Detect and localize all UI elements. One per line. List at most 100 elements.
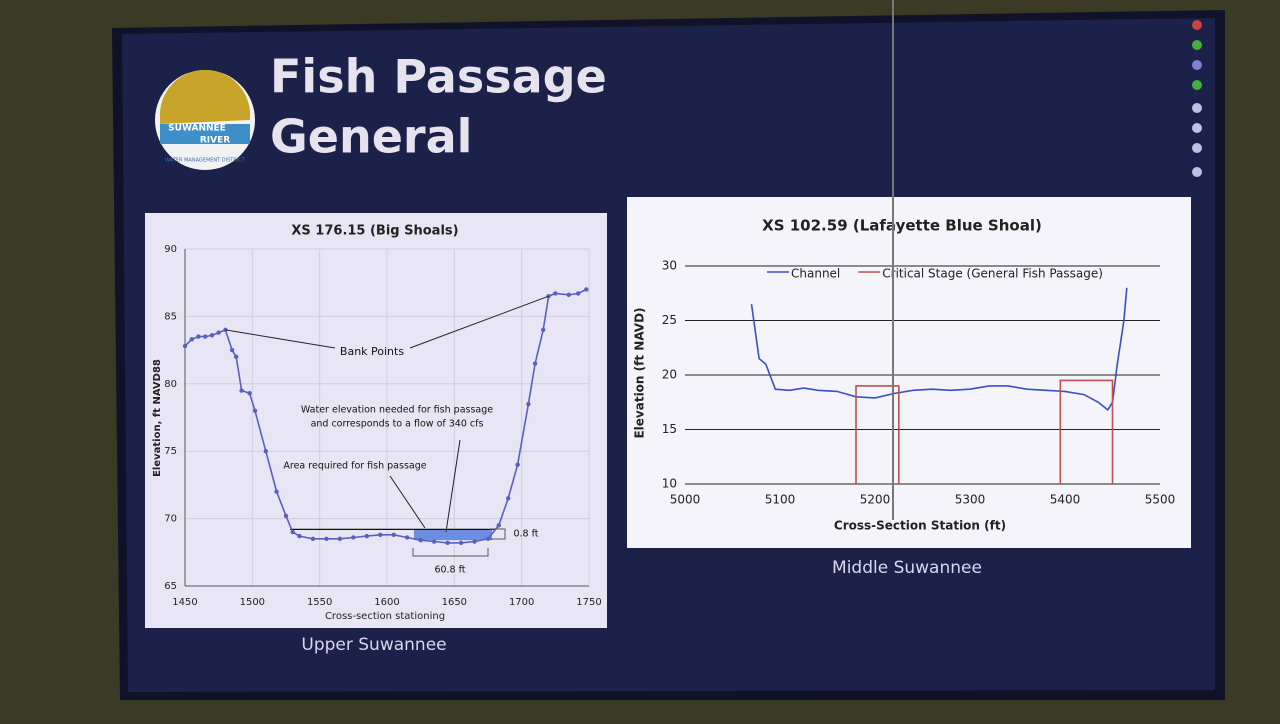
series-line [750,287,1128,412]
data-point [310,536,316,542]
slide-title: Fish Passage [270,50,607,104]
y-tick-label: 30 [662,259,677,273]
data-point [229,347,235,353]
data-point [239,388,244,393]
toolbar-icon[interactable] [1192,40,1202,50]
data-point [252,408,258,413]
data-point [526,401,531,407]
data-point [247,391,252,396]
toolbar-icon[interactable] [1192,60,1202,70]
annotation: Bank Points [340,345,404,358]
x-tick-label: 1650 [442,597,467,608]
dimension [490,528,506,540]
logo-text: RIVER [200,136,230,146]
pointer [409,295,549,349]
data-point [445,540,450,546]
y-tick-label: 15 [662,422,677,436]
data-point [196,334,201,339]
data-point [182,343,188,349]
logo-subtext: WATER MANAGEMENT DISTRICT [165,158,246,164]
data-point [189,337,194,342]
annotation: Water elevation needed for fish passage [301,405,493,416]
data-point [216,330,221,335]
data-point [378,532,383,537]
toolbar-icon[interactable] [1192,143,1202,153]
data-point [364,533,369,539]
series-line [855,379,1114,484]
toolbar-icon[interactable] [1192,167,1202,177]
annotation: 60.8 ft [434,565,465,576]
data-point [203,334,208,339]
x-tick-label: 5100 [765,493,796,507]
x-tick-label: 1450 [172,597,197,608]
toolbar-icon[interactable] [1192,80,1202,90]
data-point [553,291,558,296]
data-point [541,327,546,333]
chart-panel [627,197,1191,548]
y-tick-label: 85 [164,311,177,322]
y-axis-label: Elevation (ft NAVD) [633,307,647,438]
data-point [290,529,295,535]
toolbar-icon[interactable] [1192,123,1202,133]
x-tick-label: 5400 [1050,493,1081,507]
chart-caption: Upper Suwannee [301,635,446,655]
chart-panel [145,213,607,628]
data-point [584,287,589,292]
data-point [297,533,302,539]
data-point [263,449,268,454]
annotation: 0.8 ft [513,529,538,540]
data-point [283,513,289,519]
annotation: and corresponds to a flow of 340 cfs [311,419,484,430]
y-tick-label: 10 [662,477,677,491]
data-point [485,536,491,542]
x-axis-label: Cross-Section Station (ft) [834,519,1006,533]
data-point [515,462,520,467]
data-point [532,361,538,366]
legend-label: Channel [791,267,840,281]
y-tick-label: 25 [662,313,677,327]
y-tick-label: 75 [164,446,177,457]
data-point [351,535,356,540]
logo-river [160,124,250,144]
data-point [431,539,437,544]
chart-title: XS 176.15 (Big Shoals) [291,224,458,239]
legend-label: Critical Stage (General Fish Passage) [882,267,1103,281]
y-axis-label: Elevation, ft NAVD88 [152,359,163,477]
x-tick-label: 5300 [955,493,986,507]
y-tick-label: 70 [164,514,177,525]
x-tick-label: 5000 [670,493,701,507]
data-point [209,333,215,338]
data-point [472,539,477,544]
chart-caption: Middle Suwannee [832,558,982,578]
x-tick-label: 1500 [240,597,265,608]
toolbar-icon[interactable] [1192,20,1202,30]
data-point [566,292,571,298]
x-tick-label: 1600 [374,597,399,608]
x-axis-label: Cross-section stationing [325,611,445,622]
y-tick-label: 80 [164,379,177,390]
slide-title: General [270,110,472,164]
data-point [418,537,423,543]
data-point [576,291,581,296]
x-tick-label: 5200 [860,493,891,507]
data-point [458,540,464,546]
data-point [324,536,329,542]
x-tick-label: 1750 [576,597,601,608]
passage-area [413,529,493,541]
data-point [274,489,279,494]
logo-sun [159,69,250,124]
toolbar-icon[interactable] [1192,103,1202,113]
data-point [391,532,396,537]
data-point [233,354,239,360]
pointer [389,475,426,529]
dimension [412,548,489,557]
x-tick-label: 1550 [307,597,332,608]
y-tick-label: 20 [662,368,677,382]
series-line [184,288,587,544]
pointer [445,439,461,533]
x-tick-label: 5500 [1145,493,1176,507]
pointer [225,329,336,349]
annotation: Area required for fish passage [283,461,426,472]
